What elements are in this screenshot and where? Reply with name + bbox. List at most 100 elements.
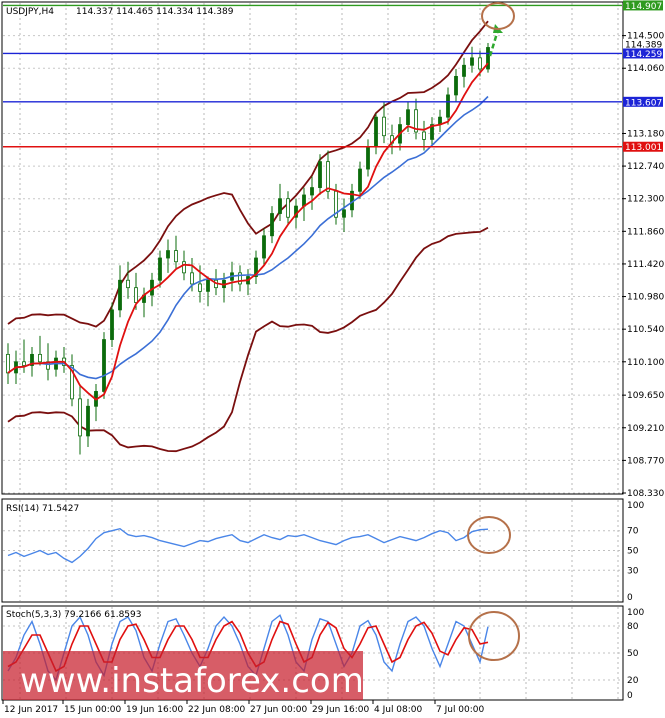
candle-body <box>470 57 474 66</box>
candle-body <box>110 309 114 340</box>
upper-bollinger-band <box>7 20 489 328</box>
x-axis-label: 15 Jun 00:00 <box>64 705 121 715</box>
stoch-tick-label: 50 <box>627 649 639 659</box>
watermark-text: www.instaforex.com <box>20 661 364 701</box>
candle-body <box>262 235 266 259</box>
level-label-bg <box>623 96 663 107</box>
price-tick-label: 109.650 <box>627 391 664 401</box>
price-tick-label: 113.180 <box>627 129 664 139</box>
candle-body <box>38 353 42 363</box>
level-label-bg <box>623 38 663 49</box>
moving-average-red <box>7 62 489 401</box>
price-tick-label: 109.210 <box>627 424 664 434</box>
candle-body <box>406 109 410 125</box>
candle-body <box>446 94 450 118</box>
candle-body <box>342 209 346 218</box>
candle-body <box>478 57 482 70</box>
rsi-circle <box>467 516 511 554</box>
candle-body <box>30 353 34 366</box>
x-axis-label: 7 Jul 00:00 <box>436 705 485 715</box>
candle-body <box>158 257 162 281</box>
chart-symbol-header: USDJPY,H4 <box>6 7 54 17</box>
x-axis-label: 19 Jun 16:00 <box>126 705 183 715</box>
candle-body <box>414 109 418 133</box>
chart-ohlc-header: 114.337 114.465 114.334 114.389 <box>76 7 234 17</box>
stoch-tick-label: 20 <box>627 676 639 686</box>
x-axis-label: 29 Jun 16:00 <box>312 705 369 715</box>
price-tick-label: 110.980 <box>627 293 664 303</box>
candle-body <box>358 168 362 192</box>
price-tick-label: 111.420 <box>627 260 664 270</box>
rsi-tick-label: 30 <box>627 566 639 576</box>
candle-body <box>78 398 82 437</box>
rsi-label: RSI(14) 71.5427 <box>6 504 79 514</box>
rsi-tick-label: 100 <box>627 501 644 511</box>
stoch-tick-label: 80 <box>627 622 639 632</box>
level-label: 113.001 <box>625 143 662 153</box>
candle-body <box>198 283 202 292</box>
candle-body <box>86 405 90 437</box>
price-tick-label: 112.300 <box>627 195 664 205</box>
candle-body <box>326 161 330 192</box>
candle-body <box>118 279 122 311</box>
stoch-circle <box>468 611 520 661</box>
rsi-tick-label: 0 <box>627 593 633 603</box>
rsi-line <box>7 527 489 564</box>
level-label-bg <box>623 48 663 59</box>
candle-body <box>134 287 138 303</box>
candle-body <box>454 75 458 96</box>
candle-body <box>254 257 258 277</box>
candle-body <box>366 146 370 170</box>
level-label: 113.607 <box>625 98 662 108</box>
candle-body <box>182 261 186 274</box>
candle-body <box>238 272 242 285</box>
candle-body <box>270 213 274 237</box>
level-label-bg <box>623 0 663 11</box>
moving-average-blue <box>7 95 489 380</box>
price-tick-label: 114.060 <box>627 64 664 74</box>
candle-body <box>278 198 282 214</box>
watermark-band <box>3 651 363 700</box>
candle-body <box>126 279 130 289</box>
candle-body <box>382 116 386 137</box>
level-label: 114.907 <box>625 2 662 12</box>
forecast-arrow <box>488 29 500 57</box>
candle-body <box>102 339 106 392</box>
candle-body <box>310 187 314 196</box>
candle-body <box>70 365 74 400</box>
candle-body <box>286 198 290 218</box>
candle-body <box>430 124 434 140</box>
price-tick-label: 110.540 <box>627 325 664 335</box>
candle-body <box>206 279 210 292</box>
candle-body <box>422 131 426 140</box>
x-axis-label: 4 Jul 08:00 <box>374 705 423 715</box>
candle-body <box>462 64 466 77</box>
rsi-tick-label: 50 <box>627 547 639 557</box>
candle-body <box>190 272 194 285</box>
stoch-label: Stoch(5,3,3) 79.2166 61.8593 <box>6 610 141 620</box>
candle-body <box>22 361 26 366</box>
candle-body <box>174 250 178 263</box>
candle-body <box>486 47 490 70</box>
x-axis-label: 27 Jun 00:00 <box>250 705 307 715</box>
stoch-tick-label: 0 <box>627 691 633 701</box>
price-panel <box>1 1 624 495</box>
price-tick-label: 112.740 <box>627 162 664 172</box>
rsi-tick-label: 70 <box>627 527 639 537</box>
rsi-panel <box>1 498 624 603</box>
target-circle <box>481 2 515 30</box>
level-label-bg <box>623 141 663 152</box>
price-tick-label: 111.860 <box>627 227 664 237</box>
x-axis-label: 12 Jun 2017 <box>4 705 58 715</box>
candle-body <box>374 116 378 148</box>
x-axis-label: 22 Jun 08:00 <box>188 705 245 715</box>
level-label: 114.259 <box>625 50 662 60</box>
candle-body <box>166 250 170 259</box>
price-tick-label: 108.770 <box>627 456 664 466</box>
price-tick-label: 110.100 <box>627 358 664 368</box>
candle-body <box>318 161 322 188</box>
price-tick-label: 108.330 <box>627 489 664 499</box>
level-label: 114.389 <box>625 40 662 50</box>
price-tick-label: 114.500 <box>627 32 664 42</box>
